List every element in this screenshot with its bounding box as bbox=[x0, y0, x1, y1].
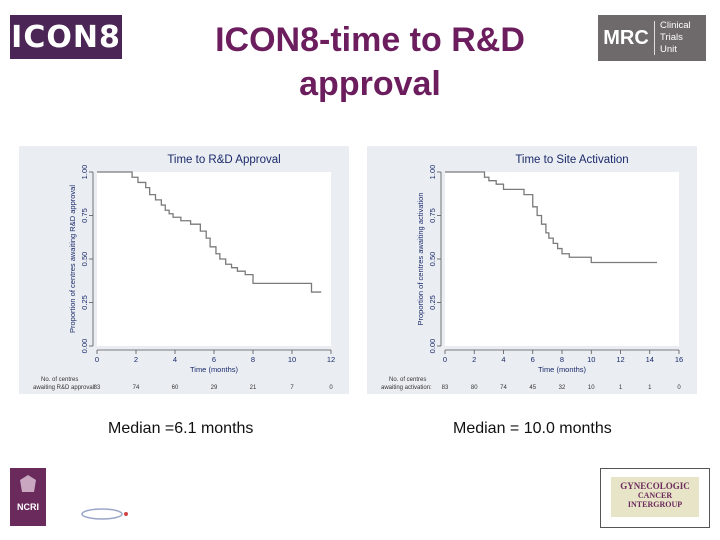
x-tick-label: 4 bbox=[173, 355, 177, 364]
risk-table-value: 0 bbox=[677, 385, 681, 391]
risk-table-value: 80 bbox=[471, 385, 478, 391]
x-tick-label: 14 bbox=[646, 355, 654, 364]
risk-table-label-line-2: awaiting R&D approval: bbox=[33, 385, 96, 391]
partner-logo-icon bbox=[81, 508, 128, 520]
mrc-logo-divider bbox=[654, 21, 655, 55]
x-tick-label: 2 bbox=[134, 355, 138, 364]
risk-table-label-line-1: No. of centres bbox=[389, 377, 426, 383]
x-tick-label: 8 bbox=[560, 355, 564, 364]
x-tick-label: 16 bbox=[675, 355, 683, 364]
y-axis-label: Proportion of centres awaiting R&D appro… bbox=[68, 185, 77, 333]
chart-panel-site-activation: Time to Site Activation 0.00 0.25 0.50 0.75 1… bbox=[367, 146, 697, 394]
chart-title: Time to R&D Approval bbox=[167, 154, 280, 166]
km-step-curve-0 bbox=[97, 171, 322, 293]
y-tick-label: 0.75 bbox=[428, 208, 437, 223]
risk-table-value: 10 bbox=[588, 385, 595, 391]
risk-table-value: 60 bbox=[172, 385, 179, 391]
y-tick-label: 0.25 bbox=[80, 295, 89, 310]
risk-table-value: 83 bbox=[442, 385, 449, 391]
y-axis-label: Proportion of centres awaiting activatio… bbox=[416, 193, 425, 326]
km-step-curve-1 bbox=[445, 171, 658, 264]
km-chart-site-activation: Time to Site Activation 0.00 0.25 0.50 0.75 1… bbox=[381, 154, 683, 391]
title-line-2: approval bbox=[299, 65, 441, 103]
y-tick-label: 1.00 bbox=[80, 165, 89, 180]
km-chart-rd-approval: Time to R&D Approval 0.00 0.25 0.50 0.75 1.00… bbox=[33, 154, 335, 391]
icon8-logo: ICON8 bbox=[10, 15, 122, 59]
x-tick-label: 2 bbox=[472, 355, 476, 364]
y-tick-label: 0.75 bbox=[80, 208, 89, 223]
icon8-logo-text: ICON8 bbox=[11, 19, 121, 55]
risk-table-value: 83 bbox=[94, 385, 101, 391]
x-tick-label: 6 bbox=[531, 355, 535, 364]
y-tick-label: 0.25 bbox=[428, 295, 437, 310]
risk-table-label-line-2: awaiting activation: bbox=[381, 385, 432, 391]
x-tick-label: 10 bbox=[288, 355, 296, 364]
x-tick-label: 6 bbox=[212, 355, 216, 364]
gci-logo: GYNECOLOGIC CANCER INTERGROUP bbox=[600, 468, 710, 528]
risk-table-value: 1 bbox=[648, 385, 652, 391]
risk-table-value: 74 bbox=[133, 385, 140, 391]
risk-table-value: 7 bbox=[290, 385, 294, 391]
gci-logo-line-2: CANCER INTERGROUP bbox=[627, 491, 683, 509]
median-caption-left: Median =6.1 months bbox=[108, 420, 254, 437]
ncri-logo-text: NCRI bbox=[17, 502, 39, 512]
x-axis-label: Time (months) bbox=[538, 365, 587, 374]
median-caption-right: Median = 10.0 months bbox=[453, 420, 612, 437]
gci-logo-line-1: GYNECOLOGIC bbox=[620, 481, 690, 491]
mrc-logo-line-2: Trials bbox=[660, 32, 683, 43]
y-tick-label: 0.50 bbox=[428, 252, 437, 267]
x-tick-label: 10 bbox=[587, 355, 595, 364]
y-tick-label: 0.00 bbox=[428, 339, 437, 354]
risk-table-value: 21 bbox=[250, 385, 257, 391]
gci-logo-inner: GYNECOLOGIC CANCER INTERGROUP bbox=[611, 477, 699, 517]
plot-area bbox=[445, 172, 679, 346]
x-tick-label: 4 bbox=[501, 355, 505, 364]
x-axis-label: Time (months) bbox=[190, 365, 239, 374]
title-line-1: ICON8-time to R&D bbox=[215, 21, 525, 59]
mrc-ctu-logo: MRC Clinical Trials Unit bbox=[598, 15, 706, 61]
x-tick-label: 12 bbox=[616, 355, 624, 364]
ncri-crest-icon bbox=[20, 475, 36, 492]
x-tick-label: 8 bbox=[251, 355, 255, 364]
y-tick-label: 0.00 bbox=[80, 339, 89, 354]
x-tick-label: 0 bbox=[95, 355, 99, 364]
page-title: ICON8-time to R&D approval bbox=[160, 18, 580, 106]
mrc-logo-line-1: Clinical bbox=[660, 20, 691, 31]
risk-table-value: 32 bbox=[559, 385, 566, 391]
risk-table-value: 45 bbox=[529, 385, 536, 391]
mrc-logo-line-3: Unit bbox=[660, 44, 677, 55]
risk-table-label-line-1: No. of centres bbox=[41, 377, 78, 383]
chart-title: Time to Site Activation bbox=[515, 154, 628, 166]
plot-area bbox=[97, 172, 331, 346]
x-tick-label: 12 bbox=[327, 355, 335, 364]
x-tick-label: 0 bbox=[443, 355, 447, 364]
mrc-logo-subtext: Clinical Trials Unit bbox=[655, 20, 691, 56]
ncri-logo: NCRI bbox=[10, 468, 46, 526]
risk-table-value: 1 bbox=[619, 385, 623, 391]
risk-table-value: 0 bbox=[329, 385, 333, 391]
mrc-logo-text: MRC bbox=[603, 26, 649, 49]
risk-table-value: 29 bbox=[211, 385, 218, 391]
y-tick-label: 1.00 bbox=[428, 165, 437, 180]
chart-panel-rd-approval: Time to R&D Approval 0.00 0.25 0.50 0.75 1.00… bbox=[19, 146, 349, 394]
risk-table-value: 74 bbox=[500, 385, 507, 391]
y-tick-label: 0.50 bbox=[80, 252, 89, 267]
